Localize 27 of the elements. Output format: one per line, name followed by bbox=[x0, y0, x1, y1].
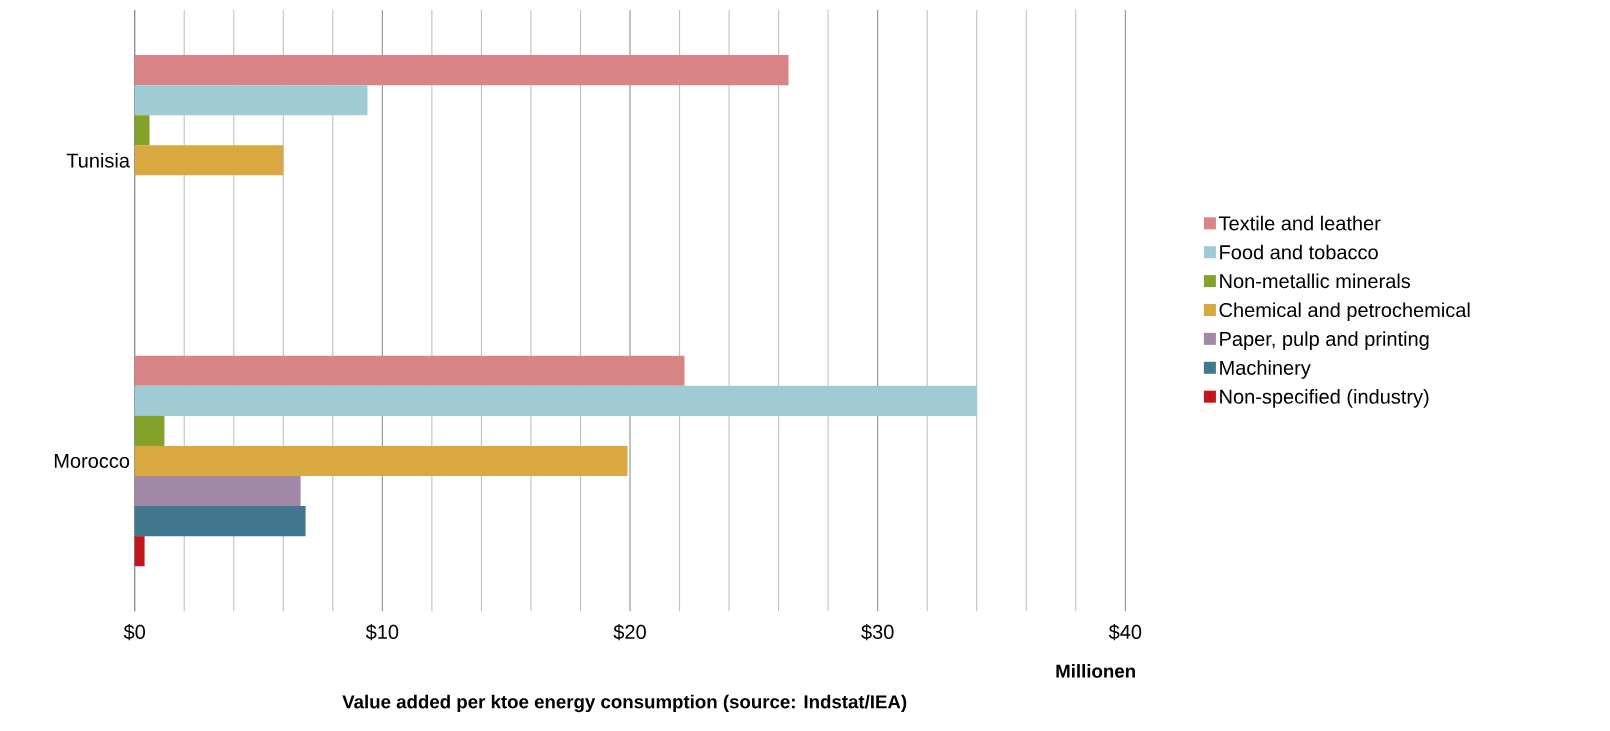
legend-label: Non-specified (industry) bbox=[1220, 389, 1429, 408]
bar bbox=[134, 415, 165, 446]
bar bbox=[134, 445, 628, 477]
x-tick-label: $10 bbox=[365, 624, 399, 641]
x-axis-title: Value added per ktoe energy consumption (source: Indstat/IEA) bbox=[342, 694, 907, 713]
x-tick-label: $20 bbox=[613, 624, 646, 641]
bar bbox=[134, 476, 301, 507]
bar bbox=[134, 385, 977, 416]
x-tick-label: $30 bbox=[861, 624, 894, 641]
bar bbox=[134, 355, 685, 386]
bar bbox=[134, 85, 368, 116]
legend-label: Food and tobacco bbox=[1220, 244, 1378, 260]
y-tick-label: Morocco bbox=[54, 454, 130, 468]
x-tick-label: $0 bbox=[123, 624, 146, 641]
bar bbox=[134, 536, 145, 567]
x-tick-label: $40 bbox=[1108, 624, 1142, 641]
legend-label: Chemical and petrochemical bbox=[1219, 302, 1470, 322]
legend-label: Non-metallic minerals bbox=[1220, 273, 1411, 289]
text: Millionen bbox=[1056, 664, 1135, 678]
bar bbox=[134, 506, 306, 537]
legend-label: Paper, pulp and printing bbox=[1220, 331, 1429, 350]
legend-label: Machinery bbox=[1220, 360, 1311, 379]
bar bbox=[134, 55, 789, 86]
y-tick-label: Tunisia bbox=[66, 152, 130, 168]
bar bbox=[134, 145, 284, 176]
bar bbox=[134, 115, 150, 146]
legend-label: Textile and leather bbox=[1219, 215, 1381, 231]
